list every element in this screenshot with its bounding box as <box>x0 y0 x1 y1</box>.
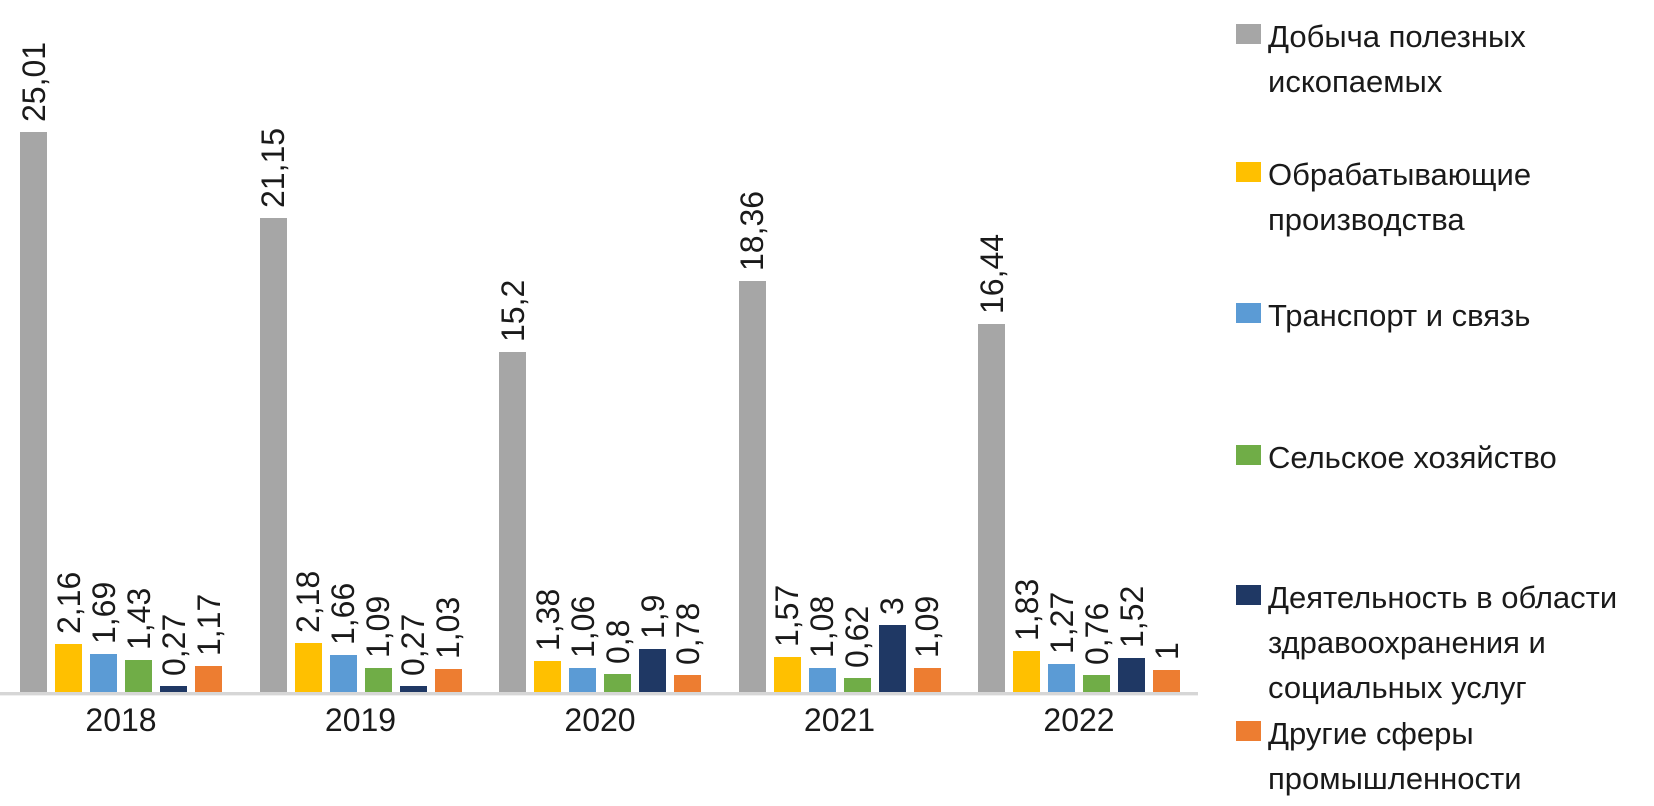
bar-value-label: 0,76 <box>1078 602 1115 665</box>
bar-value-label: 3 <box>874 597 910 615</box>
bar-2018-s4 <box>160 686 187 692</box>
bar-2018-s0 <box>20 132 47 692</box>
legend-label: Обрабатывающие производства <box>1268 157 1532 237</box>
bar-2019-s2 <box>329 655 357 692</box>
bar-value-label: 0,8 <box>599 619 636 664</box>
bar-value-label: 1,27 <box>1043 591 1080 654</box>
bar-value-label: 21,15 <box>255 127 291 208</box>
legend-swatch-icon <box>1236 585 1261 605</box>
bar-2021-s5 <box>913 668 941 692</box>
bar-value-label: 2,18 <box>290 570 326 633</box>
bar-value-label: 1,03 <box>430 596 466 659</box>
bar-2020-s0 <box>499 352 526 692</box>
legend-item-5: Другие сферы промышленности <box>1236 711 1648 801</box>
bar-value-label: 0,27 <box>155 613 192 676</box>
legend-item-1: Обрабатывающие производства <box>1236 152 1648 242</box>
bar-2019-s1 <box>294 643 322 692</box>
bar-value-label: 1,83 <box>1008 578 1045 641</box>
x-axis-label-2022: 2022 <box>1043 702 1115 738</box>
legend: Добыча полезных ископаемых Обрабатывающие… <box>1236 0 1654 806</box>
plot-area: 25,01 2,16 1,69 1,43 0,27 1,17 21,15 2,18 1,66 1,… <box>0 41 1198 738</box>
bar-value-label: 1,09 <box>909 595 945 658</box>
legend-item-2: Транспорт и связь <box>1236 293 1648 338</box>
bar-value-label: 1 <box>1148 642 1185 660</box>
bar-value-label: 1,9 <box>634 594 671 639</box>
bar-value-label: 1,69 <box>85 581 122 644</box>
bar-value-label: 2,16 <box>50 571 87 634</box>
x-axis-label-2021: 2021 <box>803 702 876 738</box>
bar-2019-s4 <box>399 686 427 692</box>
legend-label: Другие сферы промышленности <box>1268 716 1522 796</box>
bar-2018-s1 <box>55 644 82 692</box>
bar-2022-s2 <box>1048 664 1075 692</box>
legend-swatch-icon <box>1236 162 1261 182</box>
x-axis-line <box>0 692 1198 695</box>
bar-2020-s2 <box>569 668 596 692</box>
bar-2021-s4 <box>878 625 906 692</box>
bar-value-label: 0,78 <box>669 602 706 665</box>
bar-2022-s3 <box>1083 675 1110 692</box>
bar-value-label: 25,01 <box>15 41 52 122</box>
bar-value-label: 0,62 <box>839 605 875 668</box>
bar-value-label: 15,2 <box>494 279 531 342</box>
bar-2022-s4 <box>1118 658 1145 692</box>
legend-item-4: Деятельность в области здравоохранения и… <box>1236 575 1648 710</box>
bar-2018-s2 <box>90 654 117 692</box>
bar-value-label: 1,06 <box>564 595 601 658</box>
bar-value-label: 1,52 <box>1113 585 1150 648</box>
bar-value-label: 18,36 <box>734 190 770 271</box>
bar-2019-s3 <box>364 668 392 692</box>
bar-2019-s5 <box>434 669 462 692</box>
bar-2018-s5 <box>195 666 222 692</box>
bar-value-label: 1,57 <box>769 584 805 647</box>
bar-2021-s0 <box>738 281 766 692</box>
bar-2021-s3 <box>843 678 871 692</box>
bar-value-label: 1,08 <box>804 595 840 658</box>
bar-2021-s2 <box>808 668 836 692</box>
bar-2020-s3 <box>604 674 631 692</box>
bar-2020-s5 <box>674 675 701 692</box>
x-axis-label-2019: 2019 <box>324 702 397 738</box>
bar-2018-s3 <box>125 660 152 692</box>
bar-value-label: 0,27 <box>395 613 431 676</box>
legend-label: Добыча полезных ископаемых <box>1268 19 1526 99</box>
bar-value-label: 1,38 <box>529 588 566 651</box>
bar-value-label: 1,66 <box>325 582 361 645</box>
bar-value-label: 16,44 <box>973 233 1010 314</box>
x-axis-label-2020: 2020 <box>564 702 636 738</box>
bar-value-label: 1,09 <box>360 595 396 658</box>
bar-2020-s1 <box>534 661 561 692</box>
bar-2019-s0 <box>259 218 287 692</box>
legend-label: Транспорт и связь <box>1268 298 1531 333</box>
x-axis-label-2018: 2018 <box>85 702 157 738</box>
legend-item-0: Добыча полезных ископаемых <box>1236 14 1648 104</box>
legend-label: Деятельность в области здравоохранения и… <box>1268 580 1618 705</box>
bar-2022-s5 <box>1153 670 1180 692</box>
bar-2022-s0 <box>978 324 1005 692</box>
legend-label: Сельское хозяйство <box>1268 440 1557 475</box>
legend-swatch-icon <box>1236 24 1261 44</box>
bar-2021-s1 <box>773 657 801 692</box>
legend-swatch-icon <box>1236 721 1261 741</box>
legend-swatch-icon <box>1236 303 1261 323</box>
bar-value-label: 1,17 <box>190 593 227 656</box>
bar-2020-s4 <box>639 649 666 692</box>
legend-item-3: Сельское хозяйство <box>1236 435 1648 480</box>
bar-2022-s1 <box>1013 651 1040 692</box>
legend-swatch-icon <box>1236 445 1261 465</box>
bar-value-label: 1,43 <box>120 587 157 650</box>
